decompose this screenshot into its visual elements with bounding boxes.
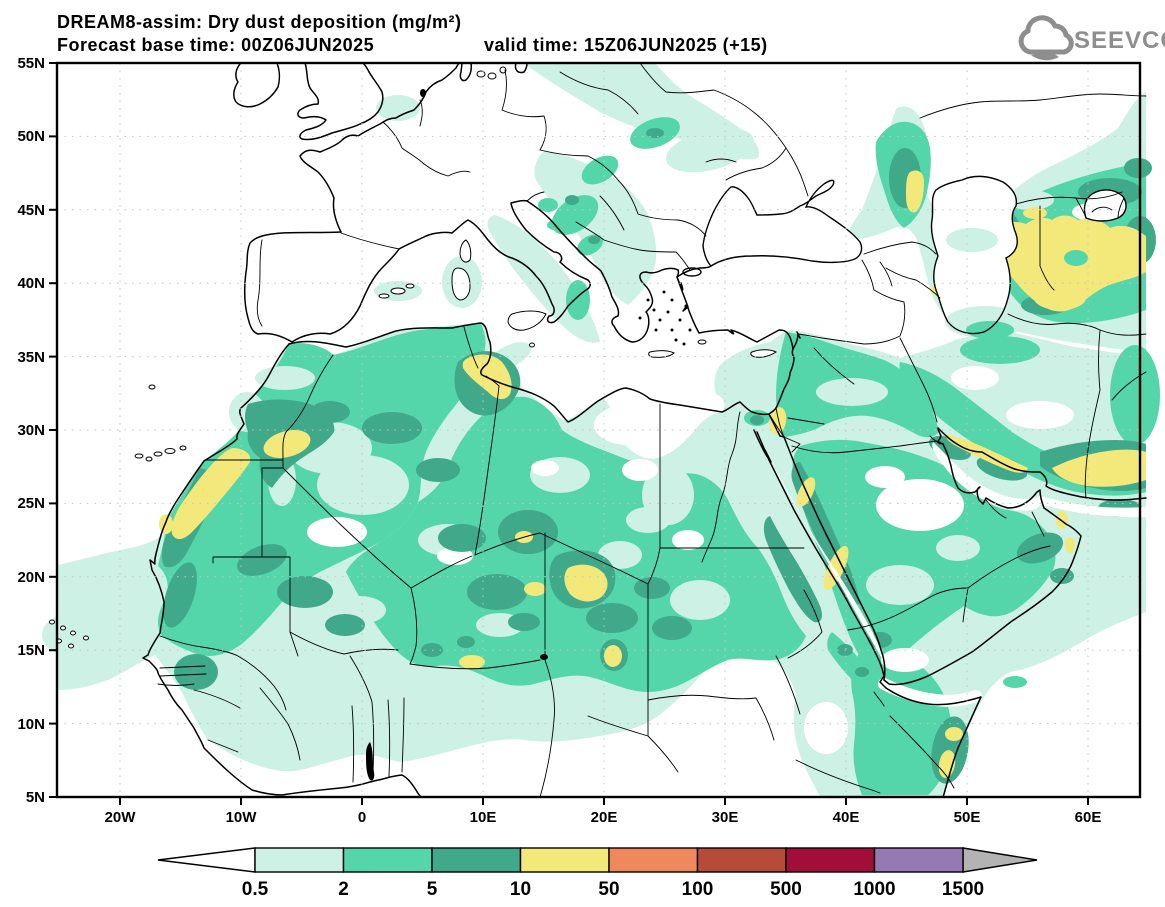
aegean-islands — [638, 290, 692, 346]
arabia-coast — [783, 427, 1082, 686]
marmara-bosporus-coast — [676, 265, 712, 278]
figure-title: DREAM8-assim: Dry dust deposition (mg/m²… — [57, 12, 462, 32]
sea-of-marmara — [682, 267, 702, 277]
colorbar-label: 5 — [427, 879, 438, 900]
lat-label: 10N — [17, 716, 45, 733]
seas — [682, 175, 1146, 707]
lon-label: 60E — [1075, 809, 1102, 826]
grid-lines — [57, 63, 1140, 797]
iberia-coast — [243, 231, 400, 343]
colorbar-cell — [873, 847, 964, 873]
colorbar-over-arrow — [962, 847, 1038, 873]
iran-coast — [937, 427, 1147, 501]
great-britain-coast — [297, 62, 384, 141]
lat-label: 5N — [26, 789, 45, 806]
lon-label: 40E — [833, 809, 860, 826]
colorbar-cell — [431, 847, 522, 873]
map-frame-group: 55N 50N 45N 40N 35N 30N 25N 20N 15N 10N … — [17, 55, 1142, 826]
valid-time: valid time: 15Z06JUN2025 (+15) — [484, 35, 768, 55]
colorbar-label: 1500 — [942, 879, 984, 900]
lon-label: 10E — [470, 809, 497, 826]
lat-label: 40N — [17, 275, 45, 292]
baltic-islands — [514, 62, 528, 74]
caspian-sea-fill — [931, 176, 1018, 334]
lat-label: 15N — [17, 642, 45, 659]
colorbar-cell — [608, 847, 699, 873]
lon-label: 50E — [954, 809, 981, 826]
coastlines — [142, 62, 1147, 798]
colorbar-label: 0.5 — [242, 879, 269, 900]
colorbar: 0.5 2 5 10 50 100 500 1000 1500 — [157, 847, 1038, 900]
lat-label: 20N — [17, 569, 45, 586]
somalia-coast — [885, 687, 982, 798]
lon-ticks — [119, 797, 1089, 805]
nile-river — [701, 411, 741, 563]
lon-label: 30E — [712, 809, 739, 826]
colorbar-under-arrow — [157, 847, 256, 873]
colorbar-label: 50 — [598, 879, 619, 900]
colorbar-label: 100 — [682, 879, 714, 900]
colorbar-cell — [519, 847, 610, 873]
colorbar-label: 10 — [510, 879, 531, 900]
black-sea — [702, 179, 863, 267]
dust-contours-level4 — [159, 170, 1146, 778]
logo-text: SEEVCCC — [1074, 27, 1165, 54]
dust-free-gaps — [307, 203, 1112, 754]
lat-label: 55N — [17, 55, 45, 72]
lat-label: 25N — [17, 495, 45, 512]
colorbar-cell — [254, 847, 345, 873]
lon-axis-labels: 20W 10W 0 10E 20E 30E 40E 50E 60E — [105, 809, 1102, 826]
lat-label: 30N — [17, 422, 45, 439]
gulf-of-aden — [878, 678, 982, 707]
seevccc-logo: SEEVCCC — [1018, 15, 1165, 61]
aral-sea — [1083, 189, 1127, 222]
colorbar-cell — [785, 847, 876, 873]
caspian-sea-coast — [930, 175, 1018, 335]
colorbar-labels: 0.5 2 5 10 50 100 500 1000 1500 — [242, 879, 984, 900]
lat-label: 35N — [17, 349, 45, 366]
colorbar-cell — [342, 847, 433, 873]
lon-label: 20W — [105, 809, 137, 826]
red-sea — [757, 437, 886, 666]
lon-label: 0 — [358, 809, 366, 826]
lon-label: 10W — [226, 809, 258, 826]
west-africa-coast — [142, 343, 422, 798]
colorbar-label: 1000 — [853, 879, 895, 900]
lat-axis-labels: 55N 50N 45N 40N 35N 30N 25N 20N 15N 10N … — [17, 55, 45, 806]
levant-coast — [775, 331, 801, 409]
cloud-swoosh-icon — [1031, 52, 1059, 61]
lakes — [366, 89, 548, 781]
figure-header: DREAM8-assim: Dry dust deposition (mg/m²… — [57, 12, 768, 55]
north-africa-coast — [288, 322, 777, 423]
cloud-icon — [1018, 15, 1074, 55]
jutland-coast — [459, 62, 472, 82]
colorbar-label: 2 — [338, 879, 349, 900]
lat-label: 50N — [17, 128, 45, 145]
gulf-of-oman — [1038, 496, 1146, 518]
red-sea-west-coast — [753, 429, 887, 689]
colorbar-label: 500 — [770, 879, 802, 900]
islands — [49, 66, 777, 781]
aegean-turkey-coast — [676, 269, 794, 350]
lat-ticks — [49, 62, 57, 798]
country-borders — [157, 62, 1147, 798]
ireland-coast — [233, 62, 281, 108]
france-italy-med-coast — [398, 199, 591, 324]
forecast-base-time: Forecast base time: 00Z06JUN2025 — [57, 35, 374, 55]
colorbar-cell — [696, 847, 787, 873]
lon-label: 20E — [591, 809, 618, 826]
europe-atlantic-coast — [299, 62, 461, 233]
balkans-greece-coast — [526, 200, 679, 343]
lat-label: 45N — [17, 202, 45, 219]
